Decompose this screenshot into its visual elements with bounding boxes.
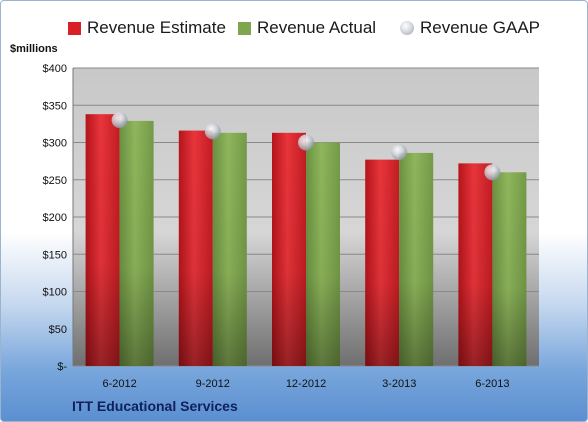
- legend-marker-gaap: [400, 21, 414, 35]
- legend-item-gaap: Revenue GAAP: [400, 18, 540, 38]
- y-tick-label: $-: [57, 361, 67, 373]
- actual-bar-shade: [212, 132, 247, 366]
- estimate-bar-shade: [365, 159, 400, 366]
- y-tick-label: $100: [43, 287, 67, 299]
- estimate-bar-shade: [272, 132, 306, 366]
- y-tick-label: $150: [43, 249, 67, 261]
- x-tick-label: 9-2012: [196, 378, 230, 390]
- y-tick-label: $50: [49, 324, 67, 336]
- chart-legend: Revenue Estimate Revenue Actual Revenue …: [0, 10, 588, 46]
- estimate-bar-shade: [85, 114, 120, 366]
- legend-item-estimate: Revenue Estimate: [68, 18, 226, 38]
- gaap-point: [204, 123, 221, 140]
- legend-swatch-estimate: [68, 21, 81, 35]
- gaap-point: [111, 112, 128, 129]
- gaap-point: [298, 134, 314, 151]
- y-tick-label: $350: [43, 100, 67, 112]
- y-tick-label: $300: [43, 138, 67, 150]
- legend-item-actual: Revenue Actual: [238, 18, 376, 38]
- x-tick-label: 6-2013: [475, 378, 509, 390]
- actual-bar-shade: [492, 172, 527, 366]
- actual-bar-shade: [399, 152, 434, 366]
- actual-bar-shade: [119, 120, 154, 367]
- y-tick-label: $250: [43, 175, 67, 187]
- legend-label-gaap: Revenue GAAP: [420, 18, 541, 37]
- estimate-bar-shade: [458, 163, 493, 366]
- estimate-bar-shade: [178, 130, 213, 366]
- legend-label-actual: Revenue Actual: [257, 18, 377, 37]
- x-tick-label: 3-2013: [382, 378, 416, 390]
- legend-label-estimate: Revenue Estimate: [87, 18, 226, 37]
- gaap-point: [484, 164, 501, 181]
- x-tick-label: 12-2012: [286, 378, 326, 390]
- y-tick-label: $200: [43, 212, 67, 224]
- y-tick-label: $400: [43, 63, 67, 75]
- company-name: ITT Educational Services: [72, 398, 238, 414]
- legend-swatch-actual: [238, 21, 251, 35]
- y-axis-unit-label: $millions: [10, 43, 58, 55]
- x-tick-label: 6-2012: [102, 378, 136, 390]
- gaap-point: [391, 144, 408, 161]
- actual-bar-shade: [306, 142, 340, 366]
